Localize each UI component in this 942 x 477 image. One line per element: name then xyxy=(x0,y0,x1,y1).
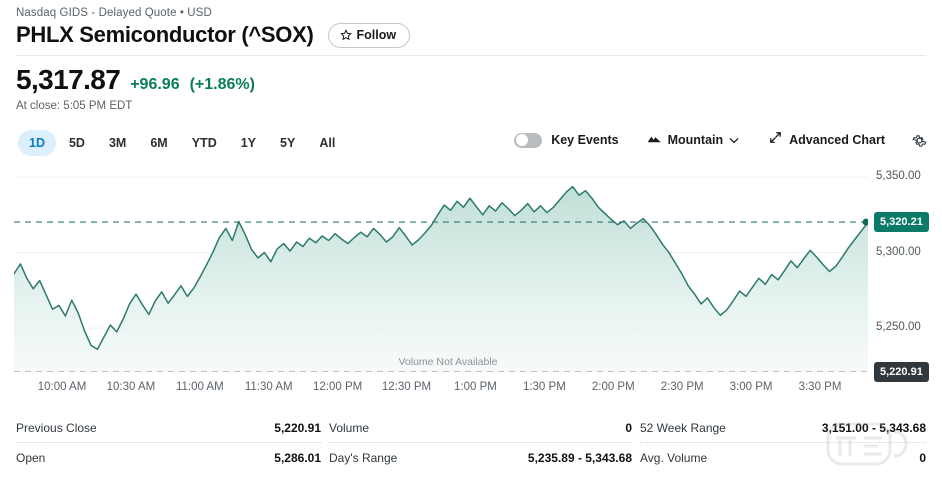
current-price: 5,317.87 xyxy=(16,64,121,95)
range-tab-1d[interactable]: 1D xyxy=(18,130,56,156)
range-tab-6m[interactable]: 6M xyxy=(150,136,168,150)
market-status-time: At close: 5:05 PM EDT xyxy=(16,100,133,112)
time-axis-tick: 11:00 AM xyxy=(175,381,224,393)
stat-value: 5,286.01 xyxy=(274,450,321,465)
time-axis-tick: 10:30 AM xyxy=(106,381,156,393)
chart-type-label: Mountain xyxy=(667,133,724,147)
advanced-chart-label: Advanced Chart xyxy=(789,133,885,147)
chart-toolbar: 1D 5D 3M 6M YTD 1Y 5Y All Key Events Mountain xyxy=(0,130,942,160)
stat-cell: Previous Close 5,220.91 xyxy=(16,414,321,443)
chart-controls: Key Events Mountain Advanced Chart xyxy=(514,131,934,149)
page-title: PHLX Semiconductor (^SOX) xyxy=(16,22,314,47)
stat-label: Previous Close xyxy=(16,421,97,435)
chevron-down-icon xyxy=(729,131,739,149)
range-tab-all[interactable]: All xyxy=(319,136,336,150)
time-axis-tick: 12:30 PM xyxy=(381,381,432,393)
stat-value: 0 xyxy=(625,421,632,435)
chart-type-selector[interactable]: Mountain xyxy=(647,131,740,149)
follow-button[interactable]: Follow xyxy=(327,22,411,48)
stat-value: 3,151.00 - 5,343.68 xyxy=(821,421,926,435)
time-axis-tick: 12:00 PM xyxy=(313,381,363,393)
stat-value: 5,235.89 - 5,343.68 xyxy=(527,450,632,465)
time-axis-tick: 10:00 AM xyxy=(37,381,87,393)
stats-row: Previous Close 5,220.91 Volume 0 52 Week Ran… xyxy=(16,414,926,443)
price-chart[interactable]: Volume Not Available 5,350.00 5,300.00 5,2… xyxy=(0,162,942,382)
time-axis: 10:00 AM 10:30 AM 11:00 AM 11:30 AM 12:00 PM… xyxy=(14,381,868,399)
header-divider xyxy=(16,55,926,56)
time-axis-tick: 1:00 PM xyxy=(454,381,497,393)
price-change-percent: (+1.86%) xyxy=(189,76,255,93)
stat-cell: Open 5,286.01 xyxy=(16,443,321,472)
exchange-subtitle: Nasdaq GIDS - Delayed Quote • USD xyxy=(16,7,212,19)
stat-label: Avg. Volume xyxy=(640,450,708,465)
stat-cell: 52 Week Range 3,151.00 - 5,343.68 xyxy=(640,414,926,443)
time-axis-tick: 2:00 PM xyxy=(591,381,635,393)
price-axis-tick: 5,250.00 xyxy=(876,321,921,334)
mountain-icon xyxy=(647,131,662,149)
star-icon xyxy=(339,29,352,41)
stat-label: Volume xyxy=(329,421,370,435)
time-axis-tick: 3:30 PM xyxy=(798,381,842,393)
stat-cell: Day's Range 5,235.89 - 5,343.68 xyxy=(329,443,632,472)
chart-svg xyxy=(14,176,868,372)
stat-value: 5,220.91 xyxy=(274,421,321,435)
stats-row: Open 5,286.01 Day's Range 5,235.89 - 5,343.… xyxy=(16,443,926,472)
chart-plot[interactable]: Volume Not Available xyxy=(14,162,868,372)
range-tabs: 1D 5D 3M 6M YTD 1Y 5Y All xyxy=(18,130,346,156)
time-axis-tick: 1:30 PM xyxy=(522,381,566,393)
range-tab-5y[interactable]: 5Y xyxy=(280,136,296,150)
price-axis-tick: 5,350.00 xyxy=(876,170,921,183)
price-axis-tick: 5,300.00 xyxy=(876,245,921,258)
stat-label: Day's Range xyxy=(329,450,398,465)
range-tab-3m[interactable]: 3M xyxy=(108,136,127,150)
previous-close-badge: 5,220.91 xyxy=(874,362,929,382)
expand-arrow-icon xyxy=(769,131,782,149)
price-change: +96.96 xyxy=(130,76,180,93)
stat-label: Open xyxy=(16,450,46,465)
quote-row: 5,317.87 +96.96 (+1.86%) xyxy=(16,64,255,96)
price-axis: 5,350.00 5,300.00 5,250.00 5,320.21 5,220.91 xyxy=(872,162,942,382)
title-row: PHLX Semiconductor (^SOX) Follow xyxy=(16,22,411,48)
current-price-badge: 5,320.21 xyxy=(874,212,929,233)
time-axis-tick: 11:30 AM xyxy=(244,381,293,393)
key-events-label: Key Events xyxy=(551,133,619,147)
range-tab-ytd[interactable]: YTD xyxy=(191,136,217,150)
stat-label: 52 Week Range xyxy=(640,421,726,435)
advanced-chart-button[interactable]: Advanced Chart xyxy=(769,131,885,149)
stat-value: 0 xyxy=(919,450,926,465)
follow-label: Follow xyxy=(356,28,397,42)
time-axis-tick: 3:00 PM xyxy=(729,381,773,393)
range-tab-1y[interactable]: 1Y xyxy=(240,136,257,150)
toggle-switch-off[interactable] xyxy=(514,132,543,148)
range-tab-5d[interactable]: 5D xyxy=(68,136,85,150)
chart-settings-button[interactable] xyxy=(911,132,928,149)
time-axis-tick: 2:30 PM xyxy=(660,381,704,393)
key-events-toggle[interactable]: Key Events xyxy=(514,132,619,148)
gear-icon xyxy=(912,134,927,147)
quote-statistics: Previous Close 5,220.91 Volume 0 52 Week Ran… xyxy=(16,414,926,472)
stat-cell: Avg. Volume 0 xyxy=(640,443,926,472)
volume-note: Volume Not Available xyxy=(398,356,498,368)
stat-cell: Volume 0 xyxy=(329,414,632,443)
